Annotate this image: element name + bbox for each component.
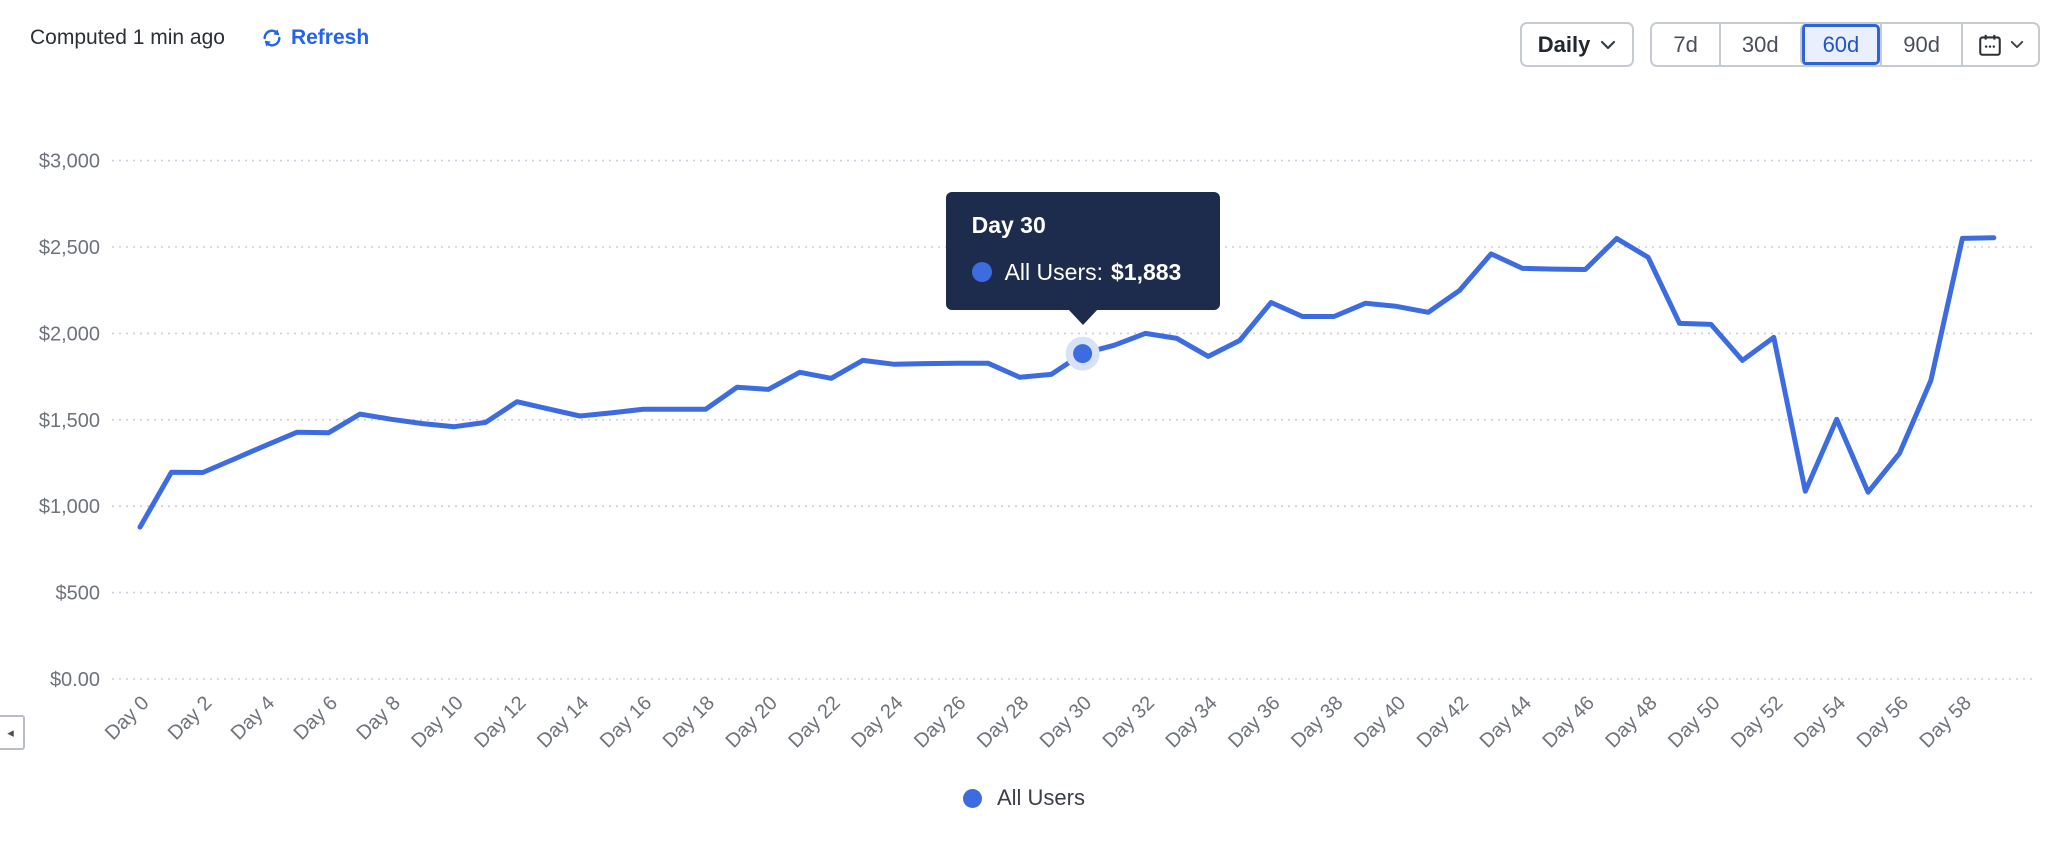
x-axis-tick-label: Day 14 (533, 692, 593, 752)
refresh-label: Refresh (290, 26, 370, 49)
calendar-icon (1979, 34, 2001, 56)
x-axis-tick-label: Day 6 (290, 692, 343, 745)
tooltip-series-row: All Users: $1,883 (971, 258, 1194, 286)
line-chart[interactable]: $3,000$2,500$2,000$1,500$1,000$500$0.00D… (0, 0, 2048, 780)
x-axis-tick-label: Day 54 (1790, 692, 1850, 752)
x-axis-tick-label: Day 30 (1036, 692, 1096, 752)
chevron-down-icon (1601, 40, 1616, 49)
x-axis-tick-label: Day 26 (910, 692, 970, 752)
tooltip-title: Day 30 (971, 211, 1046, 238)
range-button-30d[interactable]: 30d (1718, 24, 1800, 65)
legend-label: All Users (996, 785, 1085, 810)
calendar-button[interactable] (1961, 24, 2038, 65)
hover-point-dot (1073, 344, 1093, 364)
legend-dot-icon (962, 788, 982, 808)
y-axis-tick-label: $2,000 (39, 323, 100, 345)
computed-timestamp: Computed 1 min ago (30, 26, 225, 49)
x-axis-tick-label: Day 50 (1664, 692, 1724, 752)
refresh-icon (263, 29, 281, 47)
tooltip-value: $1,883 (1111, 258, 1182, 285)
range-button-60d[interactable]: 60d (1799, 24, 1881, 65)
x-axis-tick-label: Day 46 (1538, 692, 1598, 752)
x-axis-tick-label: Day 16 (596, 692, 656, 752)
x-axis-tick-label: Day 36 (1224, 692, 1284, 752)
granularity-dropdown[interactable]: Daily (1519, 22, 1635, 67)
x-axis-tick-label: Day 42 (1413, 692, 1473, 752)
range-button-90d[interactable]: 90d (1880, 24, 1961, 65)
y-axis-tick-label: $0.00 (50, 669, 100, 691)
x-axis-tick-label: Day 28 (973, 692, 1033, 752)
x-axis-tick-label: Day 12 (470, 692, 530, 752)
x-axis-tick-label: Day 44 (1476, 692, 1536, 752)
y-axis-tick-label: $3,000 (39, 151, 100, 173)
left-triangle-icon: ◂ (7, 724, 14, 740)
tooltip-series-label: All Users: (1004, 258, 1103, 285)
y-axis-tick-label: $1,500 (39, 410, 100, 432)
chart-header: Computed 1 min ago Refresh (30, 26, 369, 50)
x-axis-tick-label: Day 32 (1099, 692, 1159, 752)
x-axis-tick-label: Day 2 (164, 692, 217, 745)
legend-item[interactable]: All Users (962, 785, 1085, 811)
series-line-all-users (137, 235, 1997, 530)
tooltip: Day 30 All Users: $1,883 (945, 191, 1220, 325)
refresh-button[interactable]: Refresh (261, 26, 369, 50)
chart-legend: All Users (0, 785, 2048, 811)
scroll-left-button[interactable]: ◂ (0, 715, 25, 750)
range-button-7d[interactable]: 7d (1652, 24, 1718, 65)
x-axis-tick-label: Day 24 (847, 692, 907, 752)
series-dot-icon (971, 262, 992, 283)
y-axis-tick-label: $2,500 (39, 237, 100, 259)
x-axis-tick-label: Day 18 (659, 692, 719, 752)
x-axis-tick-label: Day 10 (407, 692, 467, 752)
x-axis-tick-label: Day 8 (352, 692, 405, 745)
x-axis-tick-label: Day 0 (101, 692, 154, 745)
y-axis-tick-label: $500 (56, 583, 101, 605)
chart-controls: Daily 7d 30d 60d 90d (1519, 22, 2040, 67)
y-axis-tick-label: $1,000 (39, 496, 100, 518)
x-axis-tick-label: Day 58 (1916, 692, 1976, 752)
x-axis-tick-label: Day 40 (1350, 692, 1410, 752)
x-axis-tick-label: Day 52 (1727, 692, 1787, 752)
tooltip-caret-icon (1067, 308, 1098, 325)
granularity-label: Daily (1537, 31, 1591, 57)
x-axis-tick-label: Day 56 (1853, 692, 1913, 752)
x-axis-tick-label: Day 34 (1161, 692, 1221, 752)
x-axis-tick-label: Day 48 (1601, 692, 1661, 752)
x-axis-tick-label: Day 20 (722, 692, 782, 752)
x-axis-tick-label: Day 38 (1287, 692, 1347, 752)
chevron-down-icon (2010, 40, 2024, 49)
x-axis-tick-label: Day 22 (784, 692, 844, 752)
date-range-group: 7d 30d 60d 90d (1650, 22, 2040, 67)
x-axis-tick-label: Day 4 (227, 692, 280, 745)
